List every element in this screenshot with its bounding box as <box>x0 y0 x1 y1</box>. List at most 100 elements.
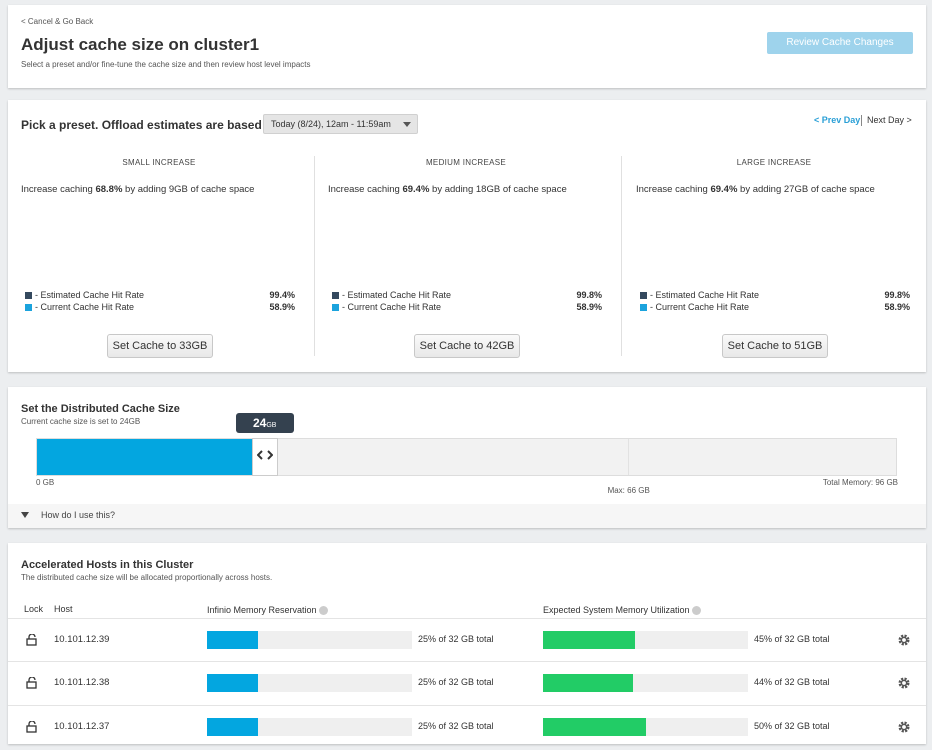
divider <box>621 156 622 356</box>
legend-label: - Current Cache Hit Rate <box>342 302 442 312</box>
page-title: Adjust cache size on cluster1 <box>21 35 260 54</box>
max-line <box>627 439 629 475</box>
hosts-title: Accelerated Hosts in this Cluster <box>21 559 194 571</box>
reservation-bar <box>207 631 259 649</box>
cache-panel: Set the Distributed Cache Size Current c… <box>8 387 926 528</box>
host-ip: 10.101.12.39 <box>54 634 110 645</box>
description-value: 68.8% <box>95 184 123 195</box>
min-label: 0 GB <box>36 478 55 487</box>
range-dropdown[interactable]: Today (8/24), 12am - 11:59am <box>263 114 418 134</box>
settings-icon[interactable] <box>898 721 910 733</box>
prev-day[interactable]: < Prev Day <box>814 115 861 125</box>
description-value: 69.4% <box>710 184 738 195</box>
preset-description: Increase caching 69.4% by adding 18GB of… <box>328 184 567 195</box>
row-divider <box>8 618 926 619</box>
description-text: by adding 18GB of cache space <box>432 184 567 195</box>
tooltip-unit: GB <box>266 422 277 429</box>
row-divider <box>8 705 926 706</box>
legend-swatch <box>25 292 32 299</box>
slider-handle[interactable] <box>251 438 278 476</box>
preset-name: SMALL INCREASE <box>122 158 196 167</box>
legend-label: - Estimated Cache Hit Rate <box>342 290 452 300</box>
set-cache-button[interactable]: Set Cache to 42GB <box>414 334 520 358</box>
hosts-panel: Accelerated Hosts in this Cluster The di… <box>8 543 926 744</box>
reservation-label: 25% of 32 GB total <box>418 677 494 687</box>
range-text: Today (8/24), 12am - 11:59am <box>271 119 391 129</box>
caret <box>403 122 411 127</box>
lock-icon[interactable] <box>26 677 38 689</box>
description-text: Increase caching <box>328 184 400 195</box>
legend-value: 58.9% <box>269 302 295 312</box>
legend-value: 99.4% <box>269 290 295 300</box>
slider-fill <box>37 439 252 475</box>
handle-arrows <box>256 450 274 460</box>
column-header: Lock <box>24 604 44 614</box>
description-text: by adding 27GB of cache space <box>740 184 875 195</box>
utilization-label: 50% of 32 GB total <box>754 721 830 731</box>
total-label: Total Memory: 96 GB <box>822 478 898 487</box>
next-day[interactable]: Next Day > <box>861 115 912 126</box>
host-ip: 10.101.12.37 <box>54 721 110 732</box>
legend-value: 99.8% <box>884 290 910 300</box>
preset-description: Increase caching 69.4% by adding 27GB of… <box>636 184 875 195</box>
presets-panel: Pick a preset. Offload estimates are bas… <box>8 100 926 372</box>
utilization-label: 44% of 32 GB total <box>754 677 830 687</box>
preset: LARGE INCREASE Increase caching 69.4% by … <box>636 100 912 372</box>
hosts-subtitle: The distributed cache size will be alloc… <box>21 573 273 582</box>
help-bar[interactable]: How do I use this? <box>8 504 926 528</box>
description-text: Increase caching <box>21 184 93 195</box>
expand-arrow <box>21 512 29 518</box>
review-button[interactable]: Review Cache Changes <box>767 32 913 54</box>
column-header: Expected System Memory Utilization <box>543 605 702 616</box>
lock-icon[interactable] <box>26 634 38 646</box>
legend-value: 58.9% <box>576 302 602 312</box>
preset-name: LARGE INCREASE <box>736 158 812 167</box>
reservation-bar <box>207 718 259 736</box>
settings-icon[interactable] <box>898 634 910 646</box>
page-subtitle: Select a preset and/or fine-tune the cac… <box>21 60 311 69</box>
legend-value: 99.8% <box>576 290 602 300</box>
value-tooltip: 24GB <box>235 413 294 433</box>
reservation-label: 25% of 32 GB total <box>418 721 494 731</box>
help-icon[interactable] <box>692 606 702 616</box>
utilization-bar <box>543 718 646 736</box>
cache-title: Set the Distributed Cache Size <box>21 403 180 415</box>
reservation-track <box>207 631 412 649</box>
description-value: 69.4% <box>402 184 430 195</box>
utilization-bar <box>543 674 634 692</box>
lock-icon[interactable] <box>26 721 38 733</box>
preset-name: MEDIUM INCREASE <box>425 158 507 167</box>
back-link[interactable]: < Cancel & Go Back <box>21 17 94 26</box>
set-cache-button[interactable]: Set Cache to 33GB <box>107 334 213 358</box>
legend-label: - Current Cache Hit Rate <box>35 302 135 312</box>
legend-label: - Estimated Cache Hit Rate <box>650 290 760 300</box>
legend-swatch <box>25 304 32 311</box>
settings-icon[interactable] <box>898 677 910 689</box>
column-text: Expected System Memory Utilization <box>543 605 690 615</box>
presets-title: Pick a preset. Offload estimates are bas… <box>21 118 280 132</box>
legend-swatch <box>332 304 339 311</box>
column-header: Host <box>54 604 73 614</box>
reservation-track <box>207 718 412 736</box>
legend-swatch <box>640 292 647 299</box>
slider-track[interactable]: Max: 66 GB 24GB <box>36 413 897 495</box>
legend-label: - Current Cache Hit Rate <box>650 302 750 312</box>
preset: MEDIUM INCREASE Increase caching 69.4% by… <box>328 100 604 372</box>
reservation-label: 25% of 32 GB total <box>418 634 494 644</box>
reservation-track <box>207 674 412 692</box>
set-cache-button[interactable]: Set Cache to 51GB <box>722 334 828 358</box>
legend-value: 58.9% <box>884 302 910 312</box>
max-label: Max: 66 GB <box>607 486 650 495</box>
preset-description: Increase caching 68.8% by adding 9GB of … <box>21 184 254 195</box>
legend-swatch <box>640 304 647 311</box>
help-text: How do I use this? <box>41 510 116 520</box>
divider <box>314 156 315 356</box>
help-icon[interactable] <box>319 606 329 616</box>
utilization-label: 45% of 32 GB total <box>754 634 830 644</box>
host-ip: 10.101.12.38 <box>54 677 110 688</box>
description-text: Increase caching <box>636 184 708 195</box>
column-text: Infinio Memory Reservation <box>207 605 317 615</box>
description-text: by adding 9GB of cache space <box>125 184 255 195</box>
utilization-bar <box>543 631 636 649</box>
